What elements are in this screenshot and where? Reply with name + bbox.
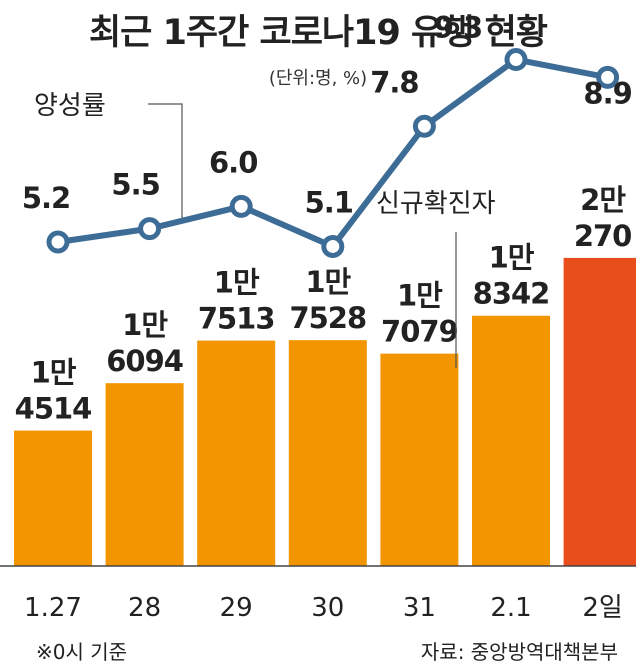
bar-value-label: 2만 (580, 183, 626, 217)
line-point (138, 217, 162, 241)
footnote: ※0시 기준 (36, 640, 128, 664)
bar-value-label: 1만 (214, 266, 260, 300)
bar-value-label: 7528 (289, 301, 366, 335)
x-tick-label: 29 (220, 593, 253, 623)
line-point (321, 234, 345, 258)
source-note: 자료: 중앙방역대책본부 (420, 640, 618, 664)
unit-label: (단위:명, %) (268, 68, 368, 89)
bar-value-label: 1만 (397, 279, 443, 313)
bar-value-label: 6094 (106, 344, 183, 378)
line-value-label: 6.0 (209, 145, 257, 179)
line-value-label: 5.1 (305, 185, 353, 219)
x-tick-label: 31 (403, 593, 436, 623)
x-tick-label: 30 (311, 593, 344, 623)
bar-value-label: 270 (574, 219, 632, 253)
line-value-label: 5.2 (22, 181, 70, 215)
bar (472, 315, 550, 566)
bar (563, 257, 636, 566)
bar-series-label: 신규확진자 (376, 189, 496, 219)
x-tick-label: 28 (128, 593, 161, 623)
bar (197, 340, 276, 566)
line-value-label: 9.3 (434, 11, 482, 45)
bar-value-label: 1만 (31, 356, 77, 390)
bar (105, 383, 184, 566)
line-value-label: 5.5 (111, 168, 159, 202)
line-point (412, 114, 436, 138)
line-value-label: 8.9 (583, 76, 631, 110)
bar-value-label: 1만 (122, 308, 168, 342)
line-series-label: 양성률 (34, 91, 106, 121)
line-legend-leader (148, 103, 183, 222)
line-point (504, 48, 528, 72)
bar-value-label: 7513 (198, 302, 275, 336)
bar-value-label: 8342 (473, 277, 550, 311)
bar-value-label: 1만 (305, 265, 351, 299)
axis-layer: 1.27 28 29 30 31 2.1 2일 (0, 565, 636, 623)
bar-value-label: 4514 (15, 392, 92, 426)
bar (14, 430, 92, 566)
chart-title: 최근 1주간 코로나19 유행 현황 (88, 13, 548, 53)
x-tick-label: 2.1 (490, 593, 531, 623)
line-value-label: 7.8 (370, 65, 418, 99)
line-point (596, 65, 620, 89)
line-point (46, 230, 70, 254)
x-tick-label: 1.27 (24, 593, 82, 623)
bar-value-label: 1만 (489, 241, 535, 275)
bar (380, 353, 459, 566)
bar (288, 340, 367, 566)
bar-value-label: 7079 (381, 315, 458, 349)
bars-layer: 1만45141만60941만75131만75281만70791만83422만27… (14, 183, 636, 566)
line-point (229, 194, 253, 218)
x-tick-label: 2일 (582, 593, 622, 623)
